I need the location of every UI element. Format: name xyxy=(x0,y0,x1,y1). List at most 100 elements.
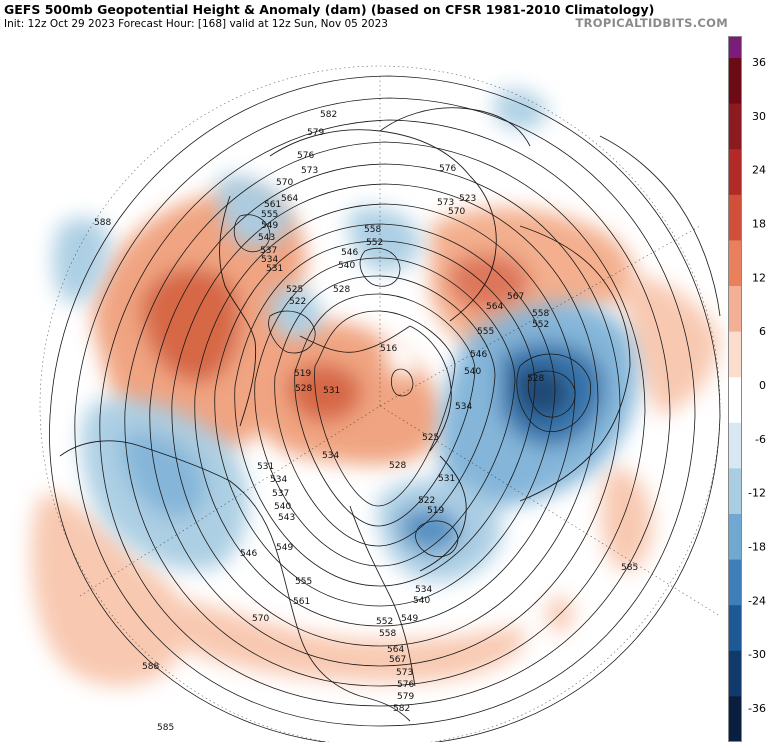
contour-label: 549 xyxy=(276,543,293,553)
colorbar-tick-label: 36 xyxy=(752,56,766,69)
colorbar-swatch xyxy=(728,422,742,469)
contour-label: 573 xyxy=(396,668,413,678)
colorbar-labels: 36 30 24 18 12 6 0 -6 -12 -18 -24 -30 -36 xyxy=(748,56,766,715)
colorbar-swatch xyxy=(728,194,742,241)
hemisphere-map: 582 579 576 573 570 564 561 555 549 543 … xyxy=(0,36,728,742)
contour-label: 523 xyxy=(459,194,476,204)
anomaly-colorbar: 36 30 24 18 12 6 0 -6 -12 -18 -24 -30 -36 xyxy=(728,36,766,742)
colorbar-tick-label: 30 xyxy=(752,110,766,123)
contour-label: 534 xyxy=(455,402,472,412)
contour-label: 534 xyxy=(261,255,278,265)
colorbar-swatch xyxy=(728,286,742,333)
colorbar-tick-label: -6 xyxy=(755,433,766,446)
contour-label: 531 xyxy=(257,462,274,472)
contour-label: 576 xyxy=(439,164,456,174)
contour-label: 525 xyxy=(422,433,439,443)
contour-label: 540 xyxy=(274,502,291,512)
header: GEFS 500mb Geopotential Height & Anomaly… xyxy=(0,0,768,36)
colorbar-swatch xyxy=(728,650,742,697)
contour-label: 579 xyxy=(397,692,414,702)
contour-label: 522 xyxy=(289,297,306,307)
contour-label: 531 xyxy=(438,474,455,484)
colorbar-swatch xyxy=(728,149,742,196)
contour-label: 567 xyxy=(507,292,524,302)
contour-label: 552 xyxy=(366,238,383,248)
contour-label: 534 xyxy=(415,585,432,595)
contour-label: 534 xyxy=(270,475,287,485)
contour-label: 528 xyxy=(333,285,350,295)
contour-label: 531 xyxy=(266,264,283,274)
colorbar-swatch xyxy=(728,36,742,59)
contour-label: 540 xyxy=(464,367,481,377)
contour-label: 561 xyxy=(264,200,281,210)
contour-label: 531 xyxy=(323,386,340,396)
contour-label: 549 xyxy=(261,221,278,231)
contour-label: 573 xyxy=(301,166,318,176)
contour-label: 576 xyxy=(397,680,414,690)
colorbar-tick-label: 24 xyxy=(752,164,766,177)
contour-label: 558 xyxy=(379,629,396,639)
contour-label: 528 xyxy=(389,461,406,471)
colorbar-swatch xyxy=(728,605,742,652)
contour-label: 543 xyxy=(278,513,295,523)
contour-label: 558 xyxy=(364,225,381,235)
height-contours xyxy=(49,75,721,742)
contour-label: 582 xyxy=(320,110,337,120)
colorbar-tick-label: -12 xyxy=(748,487,766,500)
colorbar-tick-label: -30 xyxy=(748,648,766,661)
contour-label: 552 xyxy=(376,617,393,627)
contour-label: 519 xyxy=(427,506,444,516)
contour-label: 546 xyxy=(341,248,358,258)
contour-label: 573 xyxy=(437,198,454,208)
colorbar-tick-label: 6 xyxy=(759,325,766,338)
colorbar-tick-label: -36 xyxy=(748,702,766,715)
contour-label: 546 xyxy=(470,350,487,360)
colorbar-tick-label: -18 xyxy=(748,541,766,554)
colorbar-swatch xyxy=(728,696,742,742)
contour-label: 555 xyxy=(261,210,278,220)
contour-label: 564 xyxy=(387,645,404,655)
contour-label: 519 xyxy=(294,369,311,379)
contour-label: 576 xyxy=(297,151,314,161)
contour-label: 558 xyxy=(532,309,549,319)
colorbar-swatch xyxy=(728,559,742,606)
contour-label: 555 xyxy=(295,577,312,587)
anomaly-shading xyxy=(31,89,720,686)
contour-label: 525 xyxy=(286,285,303,295)
contour-label: 546 xyxy=(240,549,257,559)
colorbar-swatch xyxy=(728,377,742,424)
contour-label: 567 xyxy=(389,655,406,665)
colorbar-outline xyxy=(728,36,742,742)
colorbar-tick-label: 18 xyxy=(752,218,766,231)
contour-label: 564 xyxy=(486,302,503,312)
contour-label: 516 xyxy=(380,344,397,354)
contour-label: 540 xyxy=(338,261,355,271)
contour-labels: 582 579 576 573 570 564 561 555 549 543 … xyxy=(94,110,638,733)
colorbar-tick-label: 12 xyxy=(752,271,766,284)
colorbar-swatch xyxy=(728,468,742,515)
contour-label: 564 xyxy=(281,194,298,204)
contour-label: 585 xyxy=(157,723,174,733)
contour-label: 522 xyxy=(418,496,435,506)
contour-label: 582 xyxy=(393,704,410,714)
contour-label: 537 xyxy=(260,246,277,256)
contour-label: 555 xyxy=(477,327,494,337)
contour-label: 540 xyxy=(413,596,430,606)
contour-label: 588 xyxy=(142,662,159,672)
map-title: GEFS 500mb Geopotential Height & Anomaly… xyxy=(4,2,655,17)
colorbar-swatches xyxy=(728,36,742,742)
contour-label: 588 xyxy=(94,218,111,228)
colorbar-tick-label: -24 xyxy=(748,594,766,607)
map-subtitle: Init: 12z Oct 29 2023 Forecast Hour: [16… xyxy=(4,18,388,30)
colorbar-swatch xyxy=(728,58,742,105)
contour-label: 561 xyxy=(293,597,310,607)
colorbar-tick-label: 0 xyxy=(759,379,766,392)
contour-label: 570 xyxy=(276,178,293,188)
contour-label: 528 xyxy=(527,374,544,384)
contour-label: 570 xyxy=(448,207,465,217)
colorbar-swatch xyxy=(728,103,742,150)
colorbar-swatch xyxy=(728,331,742,378)
contour-label: 585 xyxy=(621,563,638,573)
contour-label: 534 xyxy=(322,451,339,461)
colorbar-swatch xyxy=(728,240,742,287)
